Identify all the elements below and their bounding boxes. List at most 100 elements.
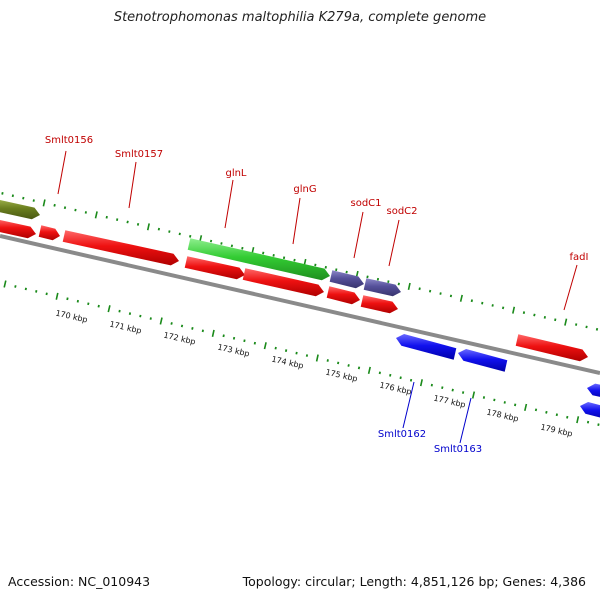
inner-major-tick <box>55 292 59 300</box>
inner-minor-tick <box>482 396 486 399</box>
inner-major-tick <box>524 403 528 411</box>
gene-label-Smlt0156: Smlt0156 <box>45 135 93 146</box>
outer-minor-tick <box>314 263 317 267</box>
gene-label-sodC2: sodC2 <box>386 206 417 217</box>
outer-minor-tick <box>136 223 140 226</box>
inner-minor-tick <box>503 401 506 404</box>
outer-minor-tick <box>501 306 505 310</box>
outer-minor-tick <box>481 301 484 305</box>
outer-major-tick <box>42 199 46 207</box>
accession-label: Accession: NC_010943 <box>8 574 151 589</box>
outer-minor-tick <box>11 194 14 198</box>
outer-minor-tick <box>595 327 599 331</box>
cds-arrow-olive <box>0 200 40 220</box>
inner-minor-tick <box>514 403 517 407</box>
cds-arrow-Smlt0156 <box>38 225 60 241</box>
outer-minor-tick <box>397 282 400 286</box>
inner-minor-tick <box>389 373 392 377</box>
gene-label-glnG: glnG <box>293 184 316 195</box>
inner-minor-tick <box>305 354 309 357</box>
inner-major-tick <box>107 305 111 313</box>
gene-label-Smlt0162: Smlt0162 <box>378 429 426 440</box>
outer-minor-tick <box>575 323 578 326</box>
inner-minor-tick <box>45 292 48 296</box>
outer-major-tick <box>94 211 98 219</box>
outer-major-tick <box>512 306 516 314</box>
outer-major-tick <box>459 294 463 302</box>
inner-major-tick <box>315 354 319 362</box>
outer-minor-tick <box>282 256 286 260</box>
label-leader-line <box>388 219 400 267</box>
outer-minor-tick <box>230 244 234 248</box>
kbp-label: 178 kbp <box>486 408 520 424</box>
feature-track <box>0 200 600 418</box>
kbp-label: 170 kbp <box>55 309 89 325</box>
label-leader-line <box>353 211 364 259</box>
label-leader-line <box>57 150 67 195</box>
inner-minor-tick <box>378 371 381 375</box>
outer-major-tick <box>407 282 411 290</box>
label-leader-lines <box>57 150 578 444</box>
outer-minor-tick <box>126 220 129 224</box>
outer-minor-tick <box>220 242 223 245</box>
cds-arrow-sodC1 <box>329 270 364 289</box>
inner-minor-tick <box>222 334 225 338</box>
label-leader-line <box>459 397 472 444</box>
outer-minor-tick <box>543 316 546 319</box>
inner-major-tick <box>159 317 163 325</box>
inner-minor-tick <box>441 386 444 390</box>
outer-minor-tick <box>366 275 369 279</box>
inner-minor-tick <box>295 351 298 355</box>
cds-arrow-Smlt0162 <box>396 334 457 360</box>
inner-minor-tick <box>357 366 361 370</box>
outer-minor-tick <box>74 208 77 212</box>
inner-minor-tick <box>451 388 454 392</box>
inner-minor-tick <box>149 317 152 320</box>
outer-minor-tick <box>324 265 327 269</box>
inner-minor-tick <box>66 297 69 301</box>
cds-arrow-red <box>184 256 245 280</box>
cds-arrow-blue <box>580 402 600 418</box>
inner-minor-tick <box>545 410 548 414</box>
inner-minor-tick <box>170 322 173 325</box>
outer-minor-tick <box>262 251 265 255</box>
inner-minor-tick <box>284 349 288 353</box>
outer-major-tick <box>564 318 568 326</box>
outer-minor-tick <box>387 280 390 283</box>
outer-minor-tick <box>241 246 244 250</box>
kbp-label: 176 kbp <box>379 381 413 397</box>
outer-minor-tick <box>209 239 213 243</box>
inner-minor-tick <box>399 376 402 380</box>
inner-minor-tick <box>337 361 340 365</box>
outer-minor-tick <box>585 325 588 329</box>
inner-minor-tick <box>118 309 121 313</box>
outer-minor-tick <box>53 203 56 207</box>
inner-minor-tick <box>243 339 246 343</box>
label-leader-line <box>128 161 137 209</box>
inner-minor-tick <box>87 302 90 306</box>
outer-minor-tick <box>554 318 557 322</box>
inner-minor-tick <box>191 326 194 330</box>
cds-arrow-glnL <box>187 238 330 281</box>
outer-minor-tick <box>105 215 108 219</box>
label-leader-line <box>563 264 578 311</box>
outer-major-tick <box>146 223 150 231</box>
outer-minor-tick <box>439 292 442 295</box>
cds-arrow-red <box>0 220 36 239</box>
outer-minor-tick <box>178 232 181 236</box>
cds-arrow-sodC2 <box>363 278 401 297</box>
label-leader-line <box>402 381 415 429</box>
cds-arrow-Smlt0157 <box>62 230 180 266</box>
inner-tick-ring <box>3 280 600 426</box>
gene-label-Smlt0157: Smlt0157 <box>115 149 163 160</box>
inner-minor-tick <box>139 314 142 318</box>
cds-arrow-glnG <box>242 268 324 297</box>
inner-minor-tick <box>35 290 38 293</box>
inner-minor-tick <box>24 287 27 291</box>
inner-major-tick <box>419 379 423 387</box>
inner-minor-tick <box>201 329 204 333</box>
outer-minor-tick <box>418 287 421 291</box>
outer-minor-tick <box>168 230 171 233</box>
outer-minor-tick <box>189 234 192 238</box>
